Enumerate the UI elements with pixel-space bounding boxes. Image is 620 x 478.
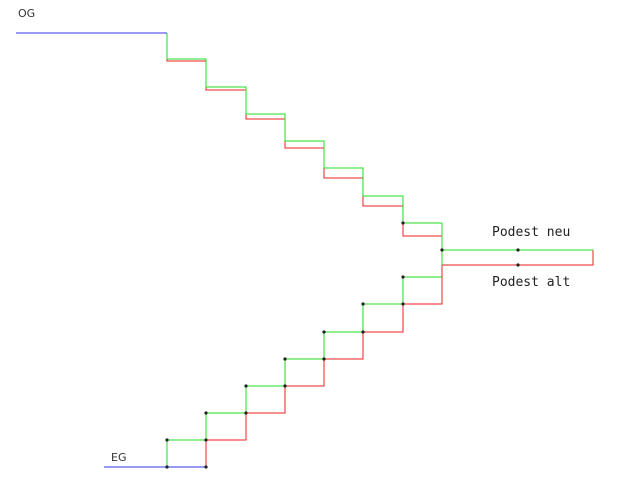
upper-floor-label: OG xyxy=(18,7,35,20)
lower-flight-new xyxy=(166,250,443,467)
corner-dot xyxy=(401,221,405,225)
corner-dot xyxy=(322,330,326,334)
lower-flight-old xyxy=(205,265,443,467)
upper-flight-new xyxy=(166,33,593,251)
corner-dot xyxy=(283,357,287,361)
landing-old-label: Podest alt xyxy=(492,275,570,290)
corner-dot xyxy=(361,330,365,334)
corner-dot xyxy=(401,275,405,279)
corner-dot xyxy=(516,248,520,252)
corner-dot xyxy=(283,384,287,388)
corner-dot xyxy=(516,263,520,267)
corner-dots xyxy=(165,221,520,469)
corner-dot xyxy=(204,438,208,442)
corner-dot xyxy=(165,465,169,469)
corner-dot xyxy=(401,302,405,306)
corner-dot xyxy=(361,302,365,306)
corner-dot xyxy=(322,357,326,361)
corner-dot xyxy=(244,411,248,415)
corner-dot xyxy=(165,438,169,442)
landing-new-label: Podest neu xyxy=(492,225,570,240)
corner-dot xyxy=(244,384,248,388)
corner-dot xyxy=(440,248,444,252)
lower-floor-label: EG xyxy=(111,451,126,464)
corner-dot xyxy=(204,411,208,415)
corner-dot xyxy=(204,465,208,469)
